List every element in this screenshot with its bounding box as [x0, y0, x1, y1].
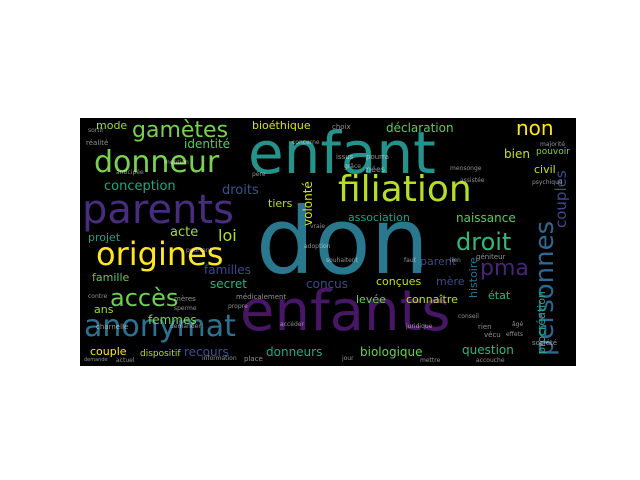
word-bioethique: bioéthique [252, 119, 311, 132]
word-mention: mention [164, 159, 189, 166]
word-naissance: naissance [456, 211, 516, 225]
word-civil: civil [534, 163, 556, 176]
word-projet: projet [88, 231, 121, 244]
word-volonte: volonté [301, 181, 315, 226]
word-geniteur: géniteur [476, 253, 506, 261]
word-ans: ans [94, 303, 114, 316]
word-cloud: enfant don enfants parents filiation don… [80, 118, 576, 366]
word-connaitre: connaître [406, 293, 458, 306]
word-biologique: biologique [360, 345, 423, 359]
word-dispositif: dispositif [140, 349, 181, 359]
word-anticipee: anticipée [116, 169, 144, 176]
word-nees: nées [366, 165, 386, 174]
word-mensonge: mensonge [450, 165, 482, 172]
word-demande: demande [84, 357, 108, 363]
word-charnelle: charnelle [96, 323, 129, 331]
word-conseil: conseil [458, 313, 479, 320]
word-acceder: accéder [280, 321, 304, 328]
word-realite: réalité [86, 139, 109, 147]
word-demander: demander [170, 323, 201, 330]
word-enfant: enfant [248, 119, 436, 187]
word-tiers: tiers [268, 197, 293, 210]
word-mettre: mettre [420, 357, 441, 364]
word-pourtant: pourtant [186, 247, 212, 254]
word-pourra: pourra [366, 153, 390, 161]
word-couple: couple [90, 345, 127, 358]
word-juridique: juridique [406, 323, 433, 330]
word-famille: famille [92, 271, 130, 284]
word-conception: conception [104, 179, 176, 194]
word-non: non [516, 118, 554, 140]
word-actuel: actuel [116, 357, 135, 364]
word-don: don [256, 188, 429, 295]
word-accouche: accouche [476, 357, 505, 364]
word-pma: pma [480, 256, 529, 281]
word-concus: conçus [306, 277, 348, 291]
word-pouvoir: pouvoir [536, 147, 570, 157]
word-mode: mode [96, 119, 128, 132]
word-histoire: histoire [467, 257, 480, 298]
word-origines: origines [96, 235, 224, 273]
word-question: question [462, 343, 514, 357]
word-etat: état [488, 289, 511, 302]
word-vecu: vécu [484, 331, 501, 339]
word-declaration: déclaration [386, 121, 454, 135]
word-place: place [244, 355, 263, 363]
word-gametes: gamètes [132, 118, 229, 143]
word-bien: bien [504, 147, 530, 161]
word-medicalement: médicalement [236, 293, 287, 301]
word-parents: parents [82, 187, 234, 233]
word-psychique: psychique [532, 179, 563, 186]
word-acte: acte [170, 225, 199, 240]
word-droits: droits [222, 183, 259, 198]
word-donneurs: donneurs [266, 345, 323, 359]
word-identite: identité [184, 137, 231, 151]
word-mere: mère [436, 275, 465, 288]
word-faut: faut [404, 257, 416, 264]
word-filiation: filiation [338, 169, 472, 210]
word-souhaitent: souhaitent [326, 257, 358, 264]
word-lien: lien [450, 257, 461, 264]
word-sperme: sperme [174, 305, 197, 312]
word-secret: secret [210, 277, 247, 291]
word-rien: rien [478, 323, 492, 331]
word-femmes: femmes [148, 313, 197, 327]
word-anonymat: anonymat [84, 309, 236, 344]
word-recours: recours [184, 345, 229, 359]
word-pere: père [252, 171, 266, 178]
word-vraie: vraie [310, 223, 326, 230]
word-parent: parent [420, 255, 457, 268]
word-meres: mères [174, 295, 196, 303]
word-issus: issus [336, 153, 354, 161]
word-effets: effets [506, 331, 523, 338]
word-concues: conçues [376, 275, 422, 288]
word-concerne: concerne [292, 139, 320, 146]
word-contre: contre [88, 293, 108, 300]
word-age: âgé [512, 321, 524, 328]
word-majorite: majorité [540, 141, 566, 148]
word-familles: familles [204, 263, 251, 277]
word-propre: propre [228, 303, 248, 310]
word-information: information [202, 355, 237, 362]
word-assistee: assistée [460, 177, 485, 184]
word-grace: grâce [344, 163, 361, 170]
word-adoption: adoption [304, 243, 331, 250]
word-societe: société [532, 339, 558, 347]
word-acces: accès [110, 284, 179, 312]
word-levee: levée [356, 293, 386, 306]
word-droit: droit [456, 228, 512, 256]
word-association: association [348, 211, 410, 224]
word-sortir: sortir [88, 127, 104, 134]
word-donneur: donneur [94, 145, 220, 180]
word-choix: choix [332, 123, 351, 131]
word-enfants: enfants [240, 279, 451, 344]
word-jour: jour [342, 355, 354, 362]
word-loi: loi [218, 226, 237, 245]
